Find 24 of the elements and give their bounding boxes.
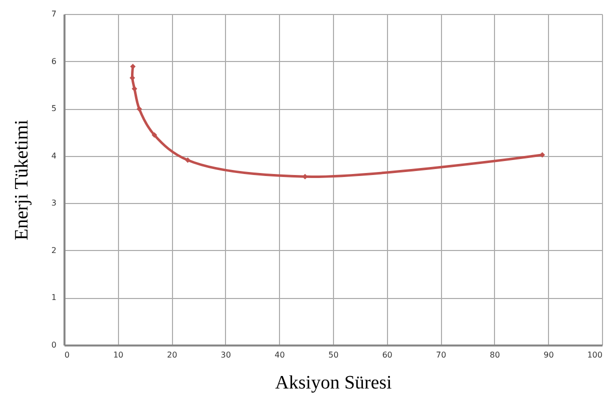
x-tick-label: 60 bbox=[382, 350, 392, 360]
point bbox=[152, 132, 158, 138]
y-tick-label: 1 bbox=[51, 293, 56, 302]
y-tick-label: 6 bbox=[51, 56, 56, 66]
y-tick-label: 2 bbox=[51, 246, 56, 255]
x-tick-label: 20 bbox=[167, 350, 178, 360]
point bbox=[185, 157, 190, 163]
x-tick-label: 80 bbox=[490, 350, 500, 360]
y-tick-label: 7 bbox=[51, 10, 56, 18]
x-axis-title: Aksiyon Süresi bbox=[275, 372, 392, 394]
x-tick-label: 30 bbox=[220, 350, 231, 360]
x-tick-label: 50 bbox=[328, 350, 339, 360]
x-tick-label: 90 bbox=[544, 350, 554, 360]
x-tick-label: 40 bbox=[274, 350, 285, 360]
y-tick-label: 3 bbox=[51, 198, 56, 208]
x-tick-label: 0 bbox=[64, 350, 70, 360]
x-tick-label: 70 bbox=[436, 350, 446, 360]
y-axis-title: Enerji Tüketimi bbox=[11, 120, 32, 240]
y-tick-label: 0 bbox=[51, 340, 56, 350]
point bbox=[136, 106, 142, 112]
y-tick-label: 4 bbox=[51, 151, 56, 160]
y-tick-label: 5 bbox=[51, 104, 56, 114]
x-tick-label: 100 bbox=[587, 350, 602, 360]
x-tick-label: 10 bbox=[113, 350, 124, 360]
